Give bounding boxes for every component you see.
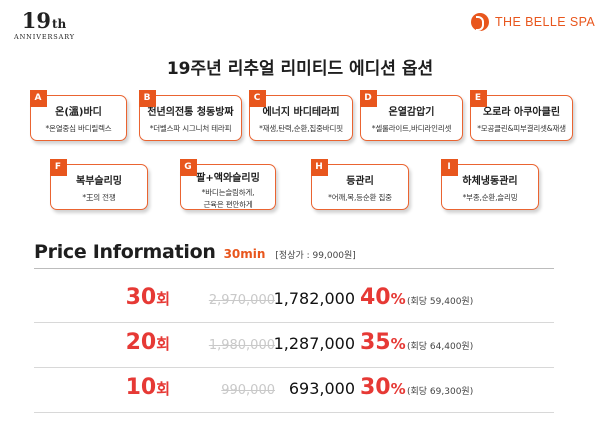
anniversary-number: 19th (14, 10, 74, 32)
sale-price: 693,000 (288, 379, 355, 398)
option-description: *어깨,목,등순환 집중 (328, 193, 392, 202)
option-letter-badge: E (469, 90, 487, 107)
anniversary-mark: 19th ANNIVERSARY (14, 10, 76, 42)
option-description: *모공클린&피부결리셋&재생 (477, 124, 566, 133)
option-letter-badge: G (179, 159, 197, 176)
option-card-e[interactable]: E 오로라 아쿠아클린 *모공클린&피부결리셋&재생 (469, 90, 573, 141)
option-description: *바디는슬림하게, (201, 188, 255, 197)
option-card-b[interactable]: B 천년의전통 청동방짜 *더벨스파 시그니처 테라피 (138, 90, 242, 141)
option-letter-badge: H (310, 159, 328, 176)
session-count-number: 10 (125, 375, 157, 400)
session-count-number: 20 (125, 330, 157, 355)
session-count-unit: 회 (156, 290, 170, 308)
discount-rate: 40% (360, 285, 406, 310)
option-description: *온열중심 바디릴렉스 (45, 124, 112, 133)
option-title: 등관리 (346, 176, 374, 187)
option-card-c[interactable]: C 에너지 바디테라피 *재생,탄력,순환,집중바디핏 (248, 90, 353, 141)
option-description: *부종,순환,슬리밍 (462, 193, 518, 202)
discount-number: 40 (360, 285, 391, 310)
option-letter-badge: A (29, 90, 47, 107)
per-session-price: (회당 64,400원) (407, 342, 474, 352)
price-divider-top (34, 268, 554, 269)
discount-percent-sign: % (390, 380, 406, 398)
option-description-line-2: 근육은 편안하게 (203, 200, 253, 209)
option-title: 온(溫)바디 (55, 107, 102, 118)
session-count-unit: 회 (156, 335, 170, 353)
brand-logo[interactable]: THE BELLE SPA (471, 13, 595, 31)
discount-number: 30 (360, 375, 391, 400)
option-title: 하체냉동관리 (462, 176, 518, 187)
option-card-a[interactable]: A 온(溫)바디 *온열중심 바디릴렉스 (29, 90, 127, 141)
option-title: 오로라 아쿠아클린 (482, 107, 561, 118)
price-title: Price Information (34, 241, 216, 263)
session-count: 30회 (100, 285, 170, 310)
price-row-20[interactable]: 20회 1,980,000 1,287,000 35% (회당 64,400원) (0, 330, 600, 360)
original-price: 2,970,000 (208, 293, 275, 308)
session-count: 20회 (100, 330, 170, 355)
option-letter-badge: I (440, 159, 458, 176)
option-title: 팔+액와슬리밍 (196, 173, 260, 184)
price-divider (34, 322, 554, 323)
price-divider (34, 412, 554, 413)
sale-price: 1,782,000 (273, 289, 355, 308)
brand-name: THE BELLE SPA (495, 15, 596, 29)
discount-number: 35 (360, 330, 391, 355)
option-description: *셀룰라이트,바디라인리셋 (371, 124, 452, 133)
page-title: 19주년 리추얼 리미티드 에디션 옵션 (166, 59, 434, 79)
discount-percent-sign: % (390, 335, 406, 353)
anniversary-suffix: th (51, 17, 67, 31)
session-count: 10회 (100, 375, 170, 400)
option-card-h[interactable]: H 등관리 *어깨,목,등순환 집중 (310, 159, 409, 210)
anniversary-word: ANNIVERSARY (14, 33, 76, 41)
option-title: 에너지 바디테라피 (262, 107, 340, 118)
option-card-i[interactable]: I 하체냉동관리 *부종,순환,슬리밍 (440, 159, 539, 210)
option-title: 천년의전통 청동방짜 (147, 107, 234, 118)
price-row-30[interactable]: 30회 2,970,000 1,782,000 40% (회당 59,400원) (0, 285, 600, 315)
discount-rate: 35% (360, 330, 406, 355)
regular-price: [정상가 : 99,000원] (275, 251, 356, 261)
anniversary-number-text: 19 (21, 8, 51, 33)
discount-rate: 30% (360, 375, 406, 400)
discount-percent-sign: % (390, 290, 406, 308)
price-duration: 30min (223, 247, 266, 261)
option-title: 온열감압기 (388, 107, 435, 118)
option-card-d[interactable]: D 온열감압기 *셀룰라이트,바디라인리셋 (359, 90, 463, 141)
brand-logo-icon (471, 13, 489, 31)
session-count-number: 30 (125, 285, 157, 310)
option-card-g[interactable]: G 팔+액와슬리밍 *바디는슬림하게, 근육은 편안하게 (179, 159, 276, 210)
option-letter-badge: F (49, 159, 67, 176)
price-header: Price Information 30min [정상가 : 99,000원] (34, 241, 356, 263)
option-letter-badge: B (138, 90, 156, 107)
option-letter-badge: C (248, 90, 266, 107)
per-session-price: (회당 59,400원) (407, 297, 474, 307)
sale-price: 1,287,000 (273, 334, 355, 353)
option-letter-badge: D (359, 90, 377, 107)
option-card-f[interactable]: F 복부슬리밍 *王의 전쟁 (49, 159, 148, 210)
original-price: 1,980,000 (208, 338, 275, 353)
original-price: 990,000 (221, 383, 275, 398)
session-count-unit: 회 (156, 380, 170, 398)
option-title: 복부슬리밍 (76, 176, 122, 187)
option-description: *王의 전쟁 (82, 193, 116, 202)
option-description: *더벨스파 시그니처 테라피 (149, 124, 232, 133)
per-session-price: (회당 69,300원) (407, 387, 474, 397)
price-divider (34, 367, 554, 368)
price-row-10[interactable]: 10회 990,000 693,000 30% (회당 69,300원) (0, 375, 600, 405)
option-description: *재생,탄력,순환,집중바디핏 (259, 124, 343, 133)
